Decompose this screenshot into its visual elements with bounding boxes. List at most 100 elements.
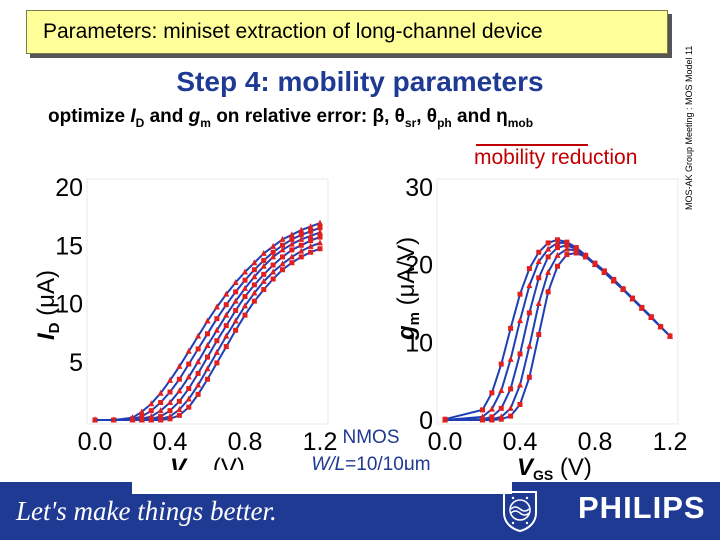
measurement-point <box>185 347 192 354</box>
measurement-point <box>517 291 523 297</box>
measurement-point <box>279 235 286 242</box>
x-tick-label: 0.0 <box>428 428 463 456</box>
brand-name: PHILIPS <box>578 490 706 525</box>
measurement-point <box>630 296 635 302</box>
x-tick-label: 1.2 <box>303 428 338 456</box>
measurement-point <box>507 355 514 362</box>
measurement-point <box>545 254 551 260</box>
measurement-point <box>517 381 523 388</box>
measurement-point <box>242 268 248 275</box>
measurement-point <box>639 305 645 311</box>
measurement-point <box>176 398 182 404</box>
measurement-point <box>204 365 211 372</box>
device-geometry: W/L=10/10μm <box>286 454 456 476</box>
measurement-point <box>517 401 523 407</box>
mobility-note: mobility reduction <box>474 146 638 169</box>
measurement-point <box>298 242 304 248</box>
measurement-point <box>317 239 323 246</box>
x-tick-label: 0.8 <box>228 428 263 456</box>
measurement-point <box>186 361 192 367</box>
measurement-point <box>526 374 532 380</box>
series-line <box>445 251 671 421</box>
x-tick-label: 0.8 <box>578 428 613 456</box>
measurement-point <box>186 386 192 392</box>
measurement-point <box>517 317 523 324</box>
optimization-goal: optimize ID and gm on relative error: β,… <box>48 106 533 130</box>
measurement-point <box>498 361 504 367</box>
measurement-point <box>307 242 314 249</box>
measurement-point <box>186 404 192 410</box>
measurement-point <box>507 404 514 411</box>
geometry-value: =10/10μm <box>345 454 431 475</box>
measurement-point <box>536 332 542 338</box>
measurement-point <box>308 249 314 255</box>
measurement-point <box>205 331 210 337</box>
goal-and: and <box>144 106 189 127</box>
measurement-point <box>204 317 211 324</box>
measurement-point <box>545 240 551 246</box>
measurement-point <box>242 312 248 318</box>
x-tick-label: 0.0 <box>78 428 113 456</box>
measurement-point <box>620 287 626 293</box>
measurement-point <box>195 346 201 352</box>
measurement-point <box>195 370 201 376</box>
measurement-point <box>260 249 267 256</box>
series-line <box>95 236 321 421</box>
measurement-point <box>205 354 210 360</box>
device-type: NMOS <box>342 427 400 448</box>
measurement-point <box>223 311 230 318</box>
y-axis-label: gm (μA/V) <box>393 237 423 341</box>
measurement-point <box>298 235 305 242</box>
measurement-point <box>489 390 495 396</box>
series-line <box>445 248 671 421</box>
measurement-point <box>479 413 486 420</box>
measurement-point <box>288 231 295 238</box>
measurement-point <box>480 407 485 413</box>
measurement-point <box>307 223 314 230</box>
measurement-point <box>526 310 532 316</box>
measurement-point <box>601 269 607 275</box>
measurement-point <box>176 362 183 369</box>
measurement-point <box>270 268 277 275</box>
measurement-point <box>526 266 532 272</box>
measurement-point <box>242 284 248 291</box>
measurement-point <box>195 358 202 365</box>
measurement-point <box>508 386 514 392</box>
goal-mob: mob <box>507 115 534 130</box>
measurement-point <box>92 416 98 423</box>
measurement-point <box>242 302 248 309</box>
measurement-point <box>185 395 192 402</box>
measurement-point <box>251 282 257 288</box>
measurement-point <box>223 332 230 339</box>
measurement-point <box>176 412 182 418</box>
goal-prefix: optimize <box>48 106 131 127</box>
measurement-point <box>195 381 202 388</box>
measurement-point <box>223 290 230 297</box>
measurement-point <box>232 279 239 286</box>
series-line <box>444 241 671 421</box>
slide-title: Parameters: miniset extraction of long-c… <box>43 20 543 43</box>
measurement-point <box>148 408 154 414</box>
measurement-point <box>233 327 239 333</box>
measurement-point <box>298 232 304 238</box>
measurement-point <box>251 289 258 296</box>
measurement-point <box>232 297 239 304</box>
measurement-point <box>195 332 202 339</box>
measurement-point <box>289 247 295 253</box>
measurement-point <box>260 277 267 284</box>
x-tick-label: 0.4 <box>153 428 188 456</box>
measurement-point <box>270 242 277 249</box>
measurement-point <box>307 232 314 239</box>
measurement-point <box>233 289 239 295</box>
measurement-point <box>167 408 173 414</box>
title-banner: Parameters: miniset extraction of long-c… <box>26 10 668 54</box>
measurement-point <box>488 405 495 412</box>
x-tick-label: 0.4 <box>503 428 538 456</box>
goal-and2: and η <box>451 106 508 127</box>
series-line <box>444 244 671 421</box>
measurement-point <box>158 414 164 420</box>
measurement-point <box>167 413 173 420</box>
y-tick-label: 0 <box>419 407 433 435</box>
measurement-point <box>214 360 220 366</box>
